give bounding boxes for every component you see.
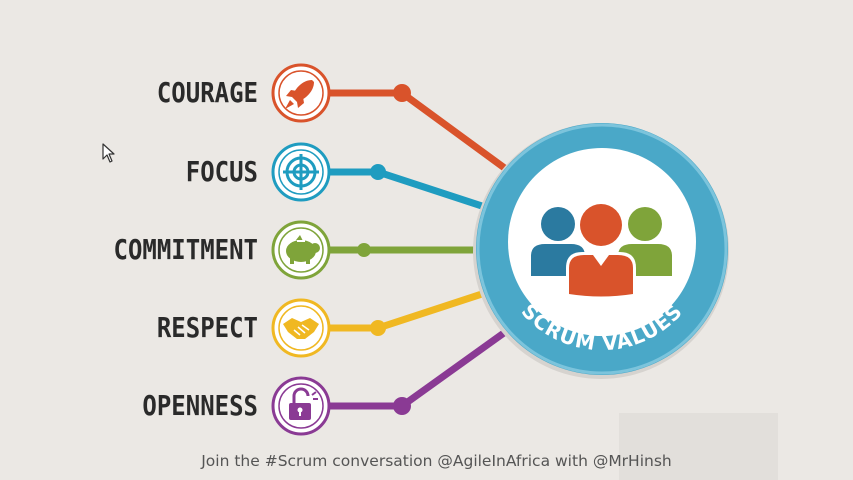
connector-dot-openness [393, 397, 411, 415]
connector-focus [322, 168, 492, 212]
value-label-openness: OPENNESS [142, 389, 258, 423]
people-group-icon [531, 202, 672, 299]
scrum-values-hub: SCRUM VALUES [473, 123, 729, 379]
overlay-panel [619, 413, 778, 480]
value-icon-focus [271, 142, 331, 202]
value-label-courage: COURAGE [156, 76, 258, 110]
connector-dot-respect [370, 320, 386, 336]
value-icon-respect [271, 298, 331, 358]
connector-openness [322, 326, 512, 410]
connector-dot-focus [370, 164, 386, 180]
rocket-icon [285, 80, 314, 109]
handshake-icon [283, 318, 319, 339]
piggy-bank-icon [286, 235, 320, 264]
value-label-respect: RESPECT [156, 311, 258, 345]
value-icon-openness [271, 376, 331, 436]
padlock-icon [289, 387, 318, 420]
target-icon [283, 154, 319, 190]
mouse-pointer-icon [102, 143, 115, 163]
connectors [322, 84, 514, 415]
connector-courage [322, 89, 514, 176]
footer-caption: Join the #Scrum conversation @AgileInAfr… [201, 452, 672, 470]
value-icon-courage [271, 63, 331, 123]
connector-dot-courage [393, 84, 411, 102]
connector-respect [322, 288, 492, 332]
value-label-focus: FOCUS [185, 155, 258, 189]
connector-dot-commitment [357, 243, 371, 257]
value-label-commitment: COMMITMENT [113, 233, 259, 267]
value-icon-commitment [271, 220, 331, 280]
